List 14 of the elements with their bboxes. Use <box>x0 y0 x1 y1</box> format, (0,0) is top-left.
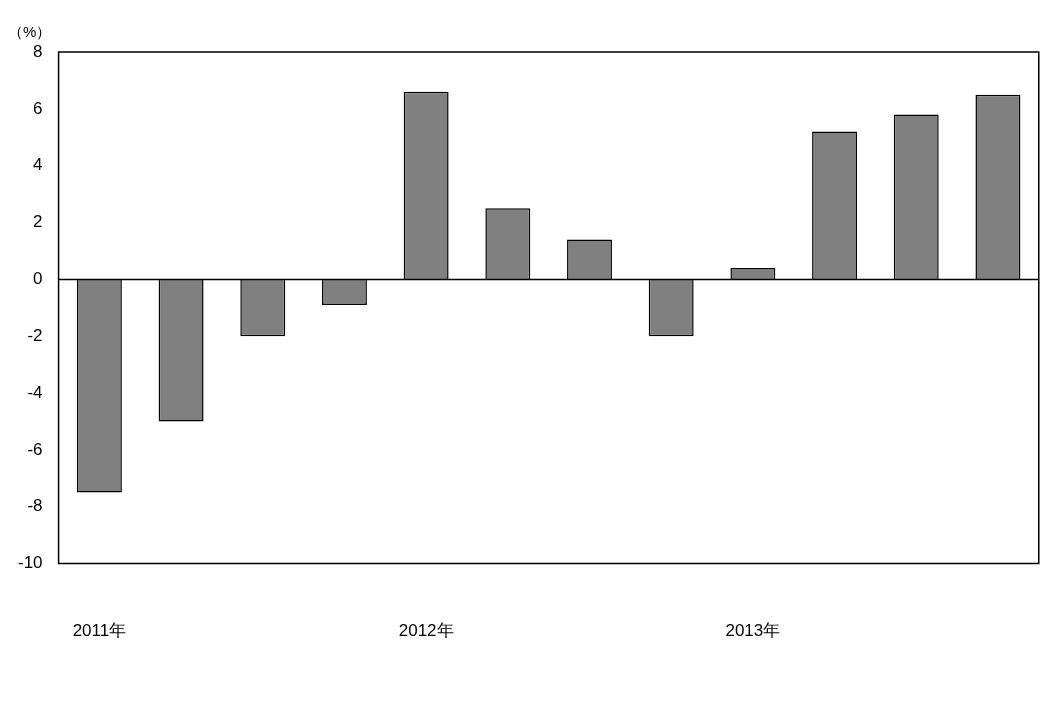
y-tick-label: -6 <box>27 439 43 459</box>
y-tick-label: -2 <box>27 325 43 345</box>
y-tick-label: 6 <box>33 98 43 118</box>
y-tick-label: -8 <box>27 496 43 516</box>
x-tick-label: 2012年 <box>398 621 454 641</box>
y-tick-label: -10 <box>17 553 43 573</box>
y-tick-label: -4 <box>27 382 43 402</box>
y-tick-label: 0 <box>33 269 43 289</box>
x-tick-label: 2013年 <box>725 621 781 641</box>
y-tick-label: 4 <box>33 155 43 175</box>
y-axis-title: （%） <box>8 22 52 40</box>
y-tick-label: 8 <box>33 41 43 61</box>
x-tick-label: 2011年 <box>72 621 127 641</box>
y-tick-label: 2 <box>33 212 43 232</box>
